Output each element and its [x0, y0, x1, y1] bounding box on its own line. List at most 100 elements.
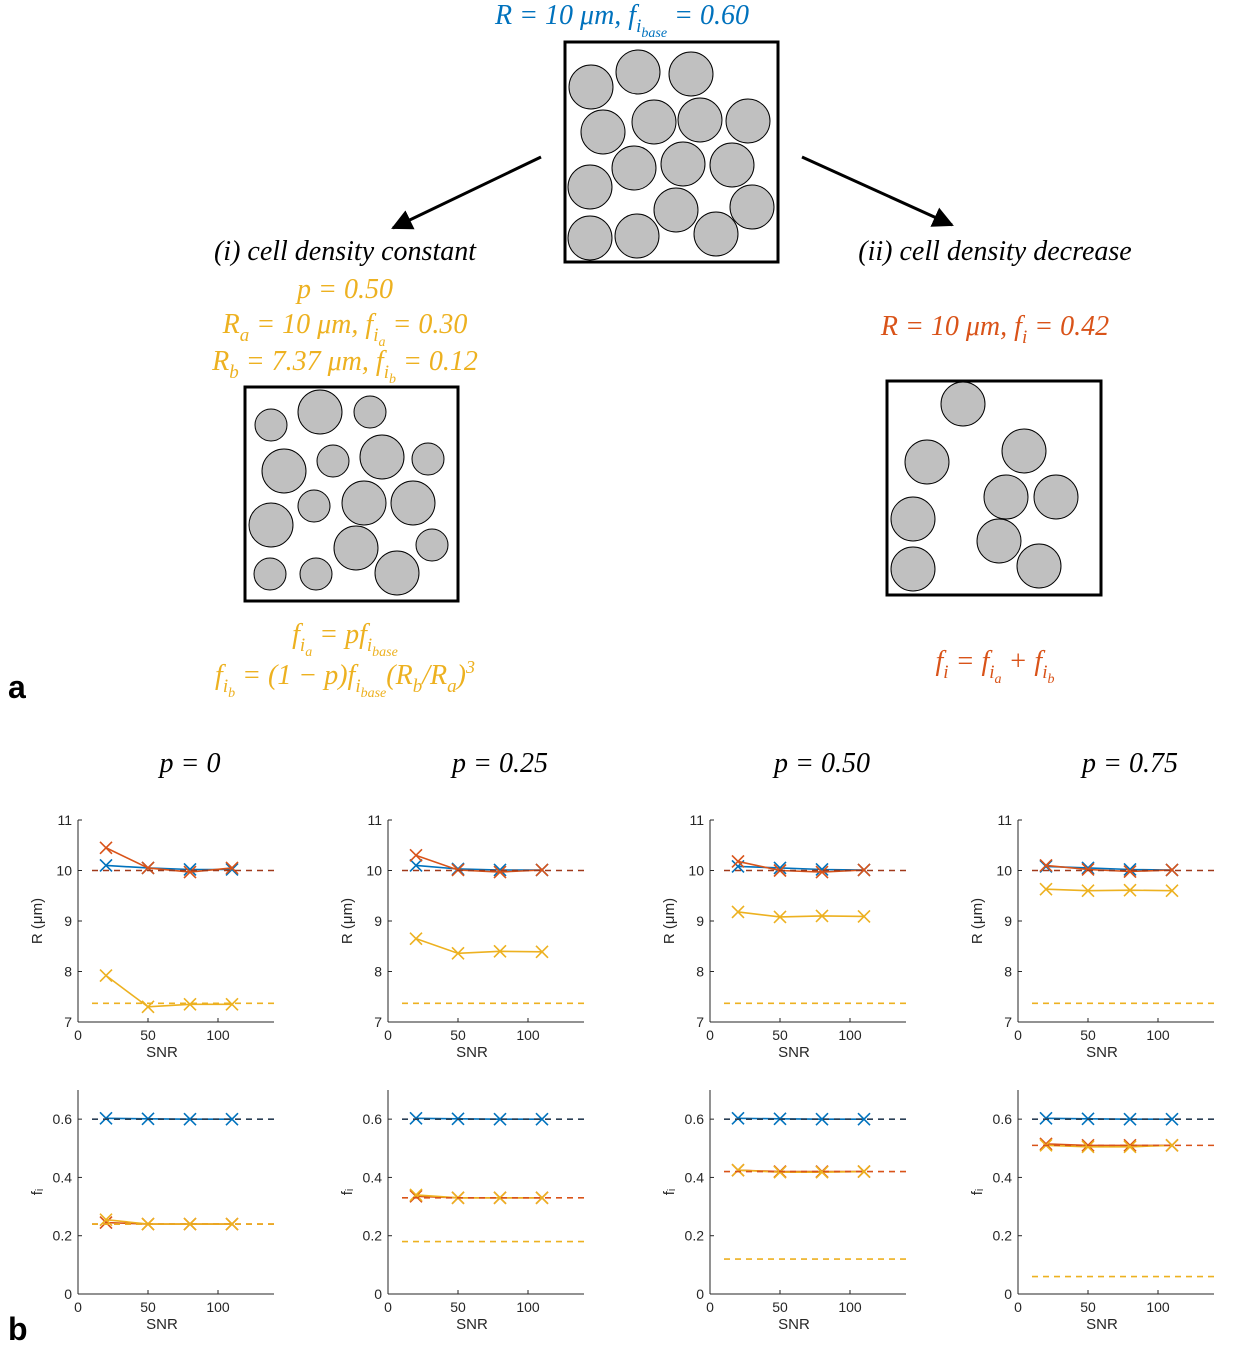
marker	[99, 1111, 113, 1125]
x-tick-label: 50	[772, 1027, 788, 1043]
marker	[451, 946, 465, 960]
cell	[411, 442, 445, 476]
marker	[731, 854, 745, 868]
marker	[1165, 863, 1179, 877]
marker	[815, 1165, 829, 1179]
marker	[535, 1112, 549, 1126]
chart-title: p = 0.50	[772, 748, 870, 779]
y-tick-label: 9	[1004, 913, 1012, 929]
marker	[493, 865, 507, 879]
x-axis-label: SNR	[1086, 1044, 1118, 1061]
label-part: R = 10 μm, f	[880, 311, 1025, 342]
cell	[976, 518, 1022, 564]
y-axis-label: fᵢ	[29, 1189, 46, 1196]
y-axis-label: R (μm)	[29, 898, 46, 944]
math-label: R = 10 μm, fibase = 0.60	[494, 0, 749, 41]
panel-label: a	[8, 669, 26, 705]
x-tick-label: 50	[450, 1027, 466, 1043]
cell	[940, 381, 986, 427]
x-tick-label: 0	[384, 1299, 392, 1315]
marker	[731, 1111, 745, 1125]
marker	[99, 1213, 113, 1227]
y-tick-label: 0	[696, 1286, 704, 1302]
y-axis-label: fᵢ	[661, 1189, 678, 1196]
series-line	[105, 974, 232, 1008]
label-part: b	[228, 686, 235, 701]
x-tick-label: 50	[140, 1027, 156, 1043]
cell	[359, 434, 405, 480]
marker	[1081, 1140, 1095, 1154]
y-tick-label: 7	[64, 1014, 72, 1030]
cell	[614, 213, 660, 259]
series-line	[415, 937, 543, 955]
marker	[183, 1217, 197, 1231]
x-tick-label: 100	[1146, 1027, 1170, 1043]
cell	[341, 480, 387, 526]
marker	[409, 848, 423, 862]
label-part: b	[413, 676, 423, 697]
label-part: (i) cell density constant	[214, 236, 477, 267]
x-tick-label: 100	[516, 1299, 540, 1315]
math-label: fib = (1 − p)fibase(Rb/Ra)3	[215, 657, 475, 701]
x-tick-label: 50	[772, 1299, 788, 1315]
y-tick-label: 0.2	[363, 1228, 383, 1244]
marker	[99, 1216, 113, 1230]
label-part: = 0.42	[1027, 311, 1109, 342]
label-part: f	[292, 619, 303, 650]
y-tick-label: 0.4	[363, 1169, 383, 1185]
cell	[615, 49, 661, 95]
cell	[299, 557, 333, 591]
marker	[409, 932, 423, 946]
series-line	[1045, 888, 1173, 892]
y-tick-label: 0.2	[685, 1228, 705, 1244]
marker	[409, 1111, 423, 1125]
label-part: i	[636, 16, 641, 37]
label-part: /R	[420, 660, 447, 691]
y-tick-label: 10	[366, 863, 382, 879]
x-tick-label: 50	[1080, 1299, 1096, 1315]
x-tick-label: 0	[1014, 1299, 1022, 1315]
marker	[493, 944, 507, 958]
label-part: a	[995, 672, 1002, 687]
marker	[225, 997, 239, 1011]
marker	[815, 909, 829, 923]
cell	[253, 557, 287, 591]
y-tick-label: 0	[64, 1286, 72, 1302]
cell	[390, 480, 436, 526]
marker	[773, 910, 787, 924]
cell	[297, 389, 343, 435]
marker	[535, 863, 549, 877]
label-part: i	[367, 635, 372, 656]
cell	[653, 187, 699, 233]
label-part: = 0.30	[385, 309, 467, 340]
x-tick-label: 0	[706, 1299, 714, 1315]
label-part: b	[389, 372, 396, 387]
cell	[890, 496, 936, 542]
marker	[1081, 862, 1095, 877]
marker	[535, 945, 549, 959]
x-axis-label: SNR	[778, 1316, 810, 1333]
marker	[773, 861, 787, 875]
y-tick-label: 0.2	[53, 1228, 73, 1244]
marker	[731, 1163, 745, 1177]
x-tick-label: 0	[74, 1027, 82, 1043]
math-label: (ii) cell density decrease	[858, 236, 1131, 267]
cell	[374, 550, 420, 596]
marker	[409, 1188, 423, 1202]
label-part: = f	[949, 646, 993, 677]
label-part: p = 0.50	[295, 274, 393, 305]
marker	[183, 997, 197, 1011]
cell	[611, 145, 657, 191]
cell	[254, 408, 288, 442]
label-part: a	[305, 645, 312, 660]
marker	[1123, 1112, 1137, 1126]
x-tick-label: 0	[384, 1027, 392, 1043]
label-part: i	[355, 676, 360, 697]
marker	[1081, 861, 1095, 875]
marker	[1165, 884, 1179, 898]
series-line	[415, 864, 542, 871]
series-line	[737, 865, 865, 871]
x-tick-label: 0	[1014, 1027, 1022, 1043]
cell	[261, 448, 307, 494]
